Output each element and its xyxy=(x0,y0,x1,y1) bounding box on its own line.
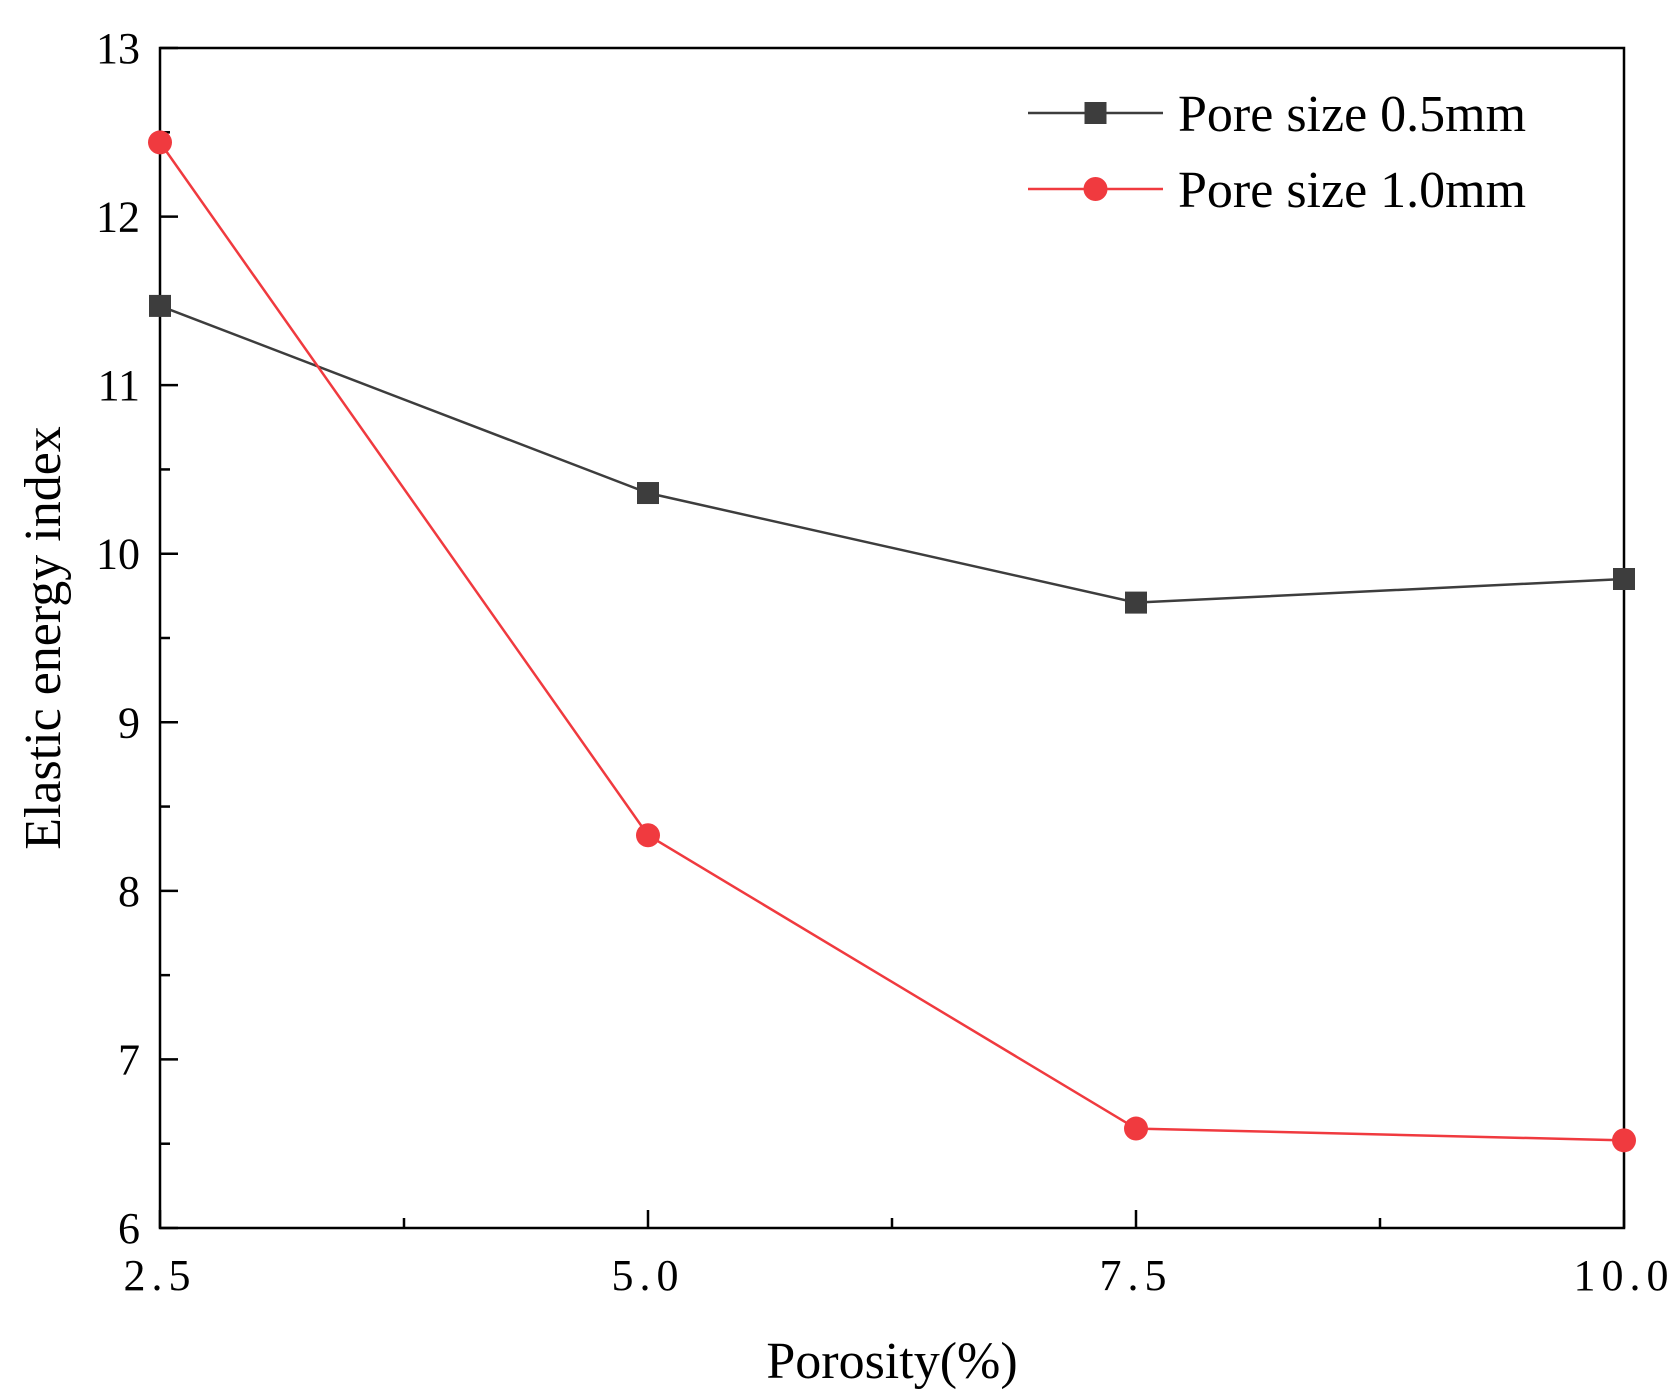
legend-marker xyxy=(1083,177,1108,201)
data-point xyxy=(1613,568,1635,590)
y-tick-label: 9 xyxy=(118,698,140,747)
legend-marker xyxy=(1084,102,1107,124)
series-layer xyxy=(148,130,1636,1153)
data-point xyxy=(1124,1116,1148,1141)
x-tick-label: 7.5 xyxy=(1100,1251,1173,1300)
x-tick-label: 5.0 xyxy=(612,1251,685,1300)
series-line-1 xyxy=(159,304,1625,604)
legend-label: Pore size 0.5mm xyxy=(1178,86,1526,143)
plot-frame xyxy=(158,46,1626,1230)
data-point xyxy=(637,482,659,505)
y-tick-label: 6 xyxy=(118,1204,140,1253)
data-point xyxy=(149,294,171,317)
x-axis-label: Porosity(%) xyxy=(766,1333,1017,1390)
y-axis: 6 7 8 9 10 11 12 13 xyxy=(96,24,178,1253)
x-tick-label: 10.0 xyxy=(1574,1251,1675,1300)
x-tick-label: 2.5 xyxy=(124,1251,197,1300)
data-point xyxy=(1125,591,1147,614)
y-tick-label: 11 xyxy=(98,361,140,410)
y-tick-label: 13 xyxy=(96,24,140,73)
y-axis-label: Elastic energy index xyxy=(15,426,72,850)
x-axis: 2.5 5.0 7.5 10.0 xyxy=(124,1210,1675,1300)
data-point xyxy=(148,130,172,155)
data-point xyxy=(636,823,660,848)
series-line-2 xyxy=(158,141,1625,1142)
y-tick-label: 7 xyxy=(118,1035,140,1084)
legend: Pore size 0.5mm Pore size 1.0mm xyxy=(1028,86,1526,219)
y-tick-label: 10 xyxy=(96,530,140,579)
legend-label: Pore size 1.0mm xyxy=(1178,162,1526,219)
y-tick-label: 8 xyxy=(118,867,140,916)
data-point xyxy=(1612,1128,1636,1153)
y-tick-label: 12 xyxy=(96,193,140,242)
